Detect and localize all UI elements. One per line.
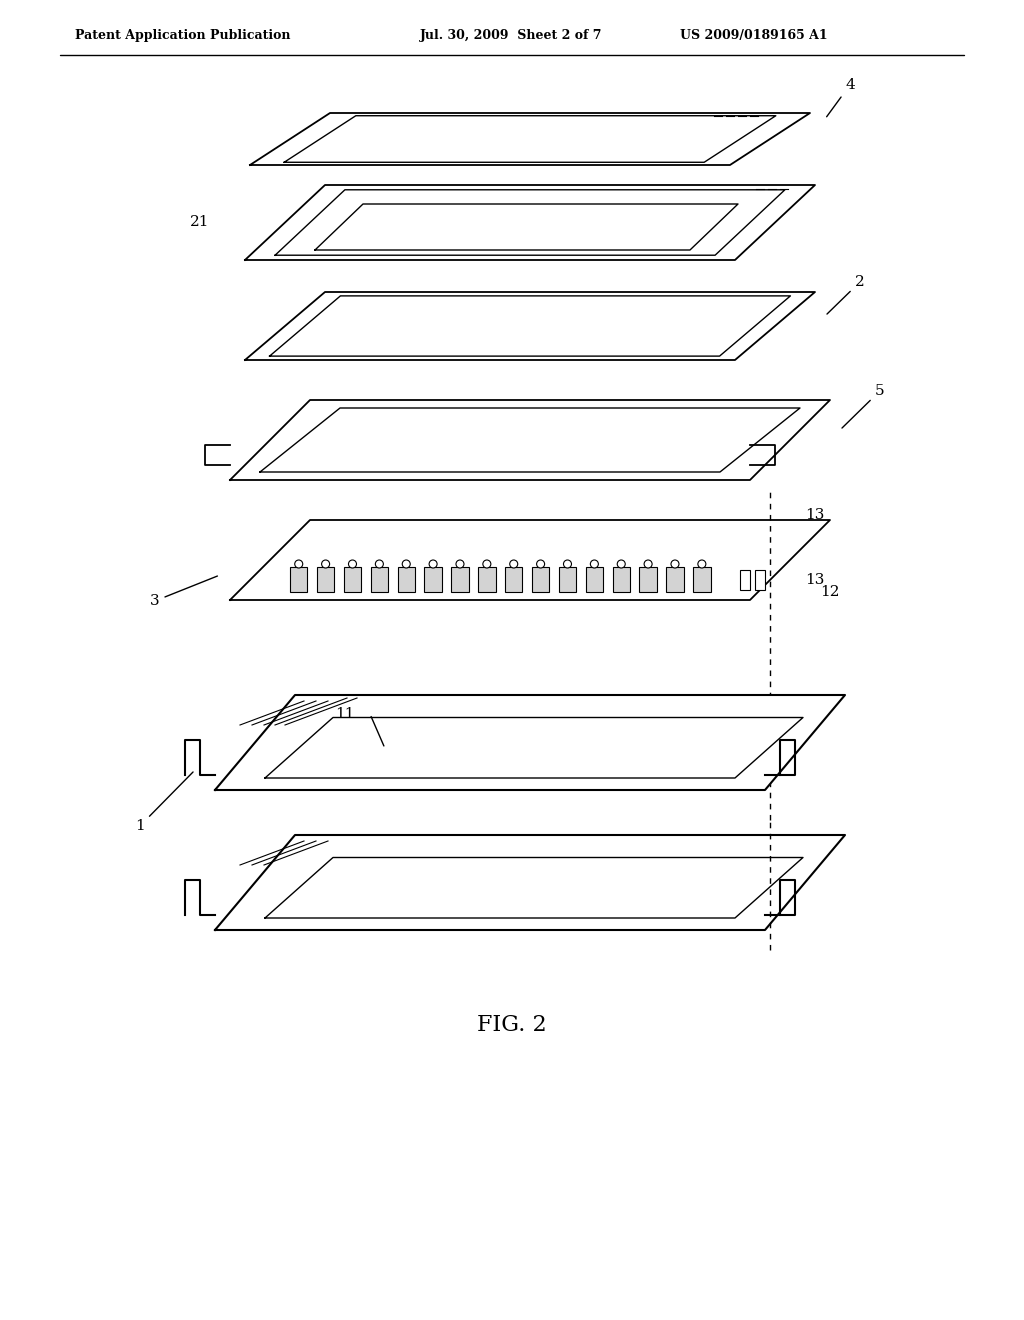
- Circle shape: [402, 560, 411, 568]
- Text: 13: 13: [805, 573, 824, 587]
- Circle shape: [671, 560, 679, 568]
- Polygon shape: [250, 114, 810, 165]
- Circle shape: [563, 560, 571, 568]
- Text: 5: 5: [842, 384, 885, 428]
- Text: 11: 11: [335, 708, 354, 721]
- Text: 2: 2: [827, 275, 864, 314]
- Bar: [639, 568, 656, 591]
- Bar: [740, 570, 750, 590]
- Circle shape: [644, 560, 652, 568]
- Bar: [344, 568, 361, 591]
- Circle shape: [617, 560, 626, 568]
- Circle shape: [348, 560, 356, 568]
- Bar: [371, 568, 388, 591]
- Bar: [667, 568, 684, 591]
- Bar: [612, 568, 630, 591]
- Circle shape: [322, 560, 330, 568]
- Text: Patent Application Publication: Patent Application Publication: [75, 29, 291, 41]
- Bar: [397, 568, 415, 591]
- Circle shape: [429, 560, 437, 568]
- Circle shape: [295, 560, 303, 568]
- Polygon shape: [245, 292, 815, 360]
- Bar: [755, 570, 765, 590]
- Bar: [531, 568, 549, 591]
- Text: 4: 4: [826, 78, 855, 116]
- Polygon shape: [245, 185, 815, 260]
- Text: 21: 21: [190, 215, 210, 230]
- Bar: [452, 568, 469, 591]
- Polygon shape: [230, 520, 830, 601]
- Text: 13: 13: [805, 508, 824, 521]
- Polygon shape: [215, 836, 845, 931]
- Text: US 2009/0189165 A1: US 2009/0189165 A1: [680, 29, 827, 41]
- Bar: [424, 568, 441, 591]
- Bar: [586, 568, 603, 591]
- Circle shape: [376, 560, 383, 568]
- Circle shape: [510, 560, 518, 568]
- Polygon shape: [215, 696, 845, 789]
- Text: 1: 1: [135, 772, 194, 833]
- Circle shape: [591, 560, 598, 568]
- Bar: [505, 568, 522, 591]
- Circle shape: [483, 560, 490, 568]
- Bar: [478, 568, 496, 591]
- Circle shape: [698, 560, 706, 568]
- Bar: [693, 568, 711, 591]
- Bar: [316, 568, 335, 591]
- Text: 3: 3: [150, 576, 217, 609]
- Circle shape: [537, 560, 545, 568]
- Text: FIG. 2: FIG. 2: [477, 1014, 547, 1036]
- Bar: [290, 568, 307, 591]
- Text: Jul. 30, 2009  Sheet 2 of 7: Jul. 30, 2009 Sheet 2 of 7: [420, 29, 602, 41]
- Circle shape: [456, 560, 464, 568]
- Bar: [559, 568, 577, 591]
- Polygon shape: [230, 400, 830, 480]
- Text: 12: 12: [820, 586, 840, 599]
